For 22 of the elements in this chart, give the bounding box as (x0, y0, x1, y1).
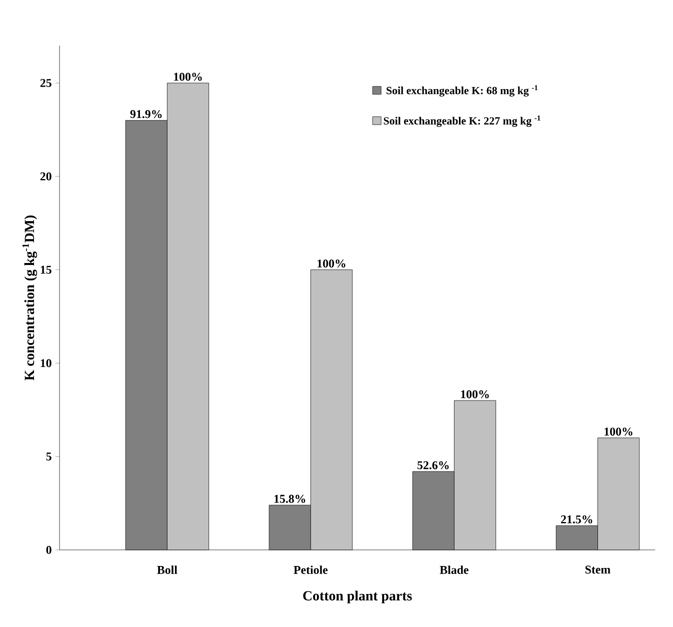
x-tick-label: Boll (157, 565, 178, 574)
x-tick-label: Petiole (294, 565, 328, 574)
annotation: 100% (174, 72, 202, 81)
y-tick-label: 5 (46, 452, 52, 460)
annotation: 91.9% (130, 110, 162, 118)
y-tick-label: 15 (40, 266, 52, 274)
y-tick-label: 0 (46, 546, 52, 554)
x-tick-label: Stem (585, 565, 610, 574)
y-tick-label: 10 (40, 358, 52, 368)
annotation: 100% (461, 390, 489, 398)
x-axis-title: Cotton plant parts (303, 590, 412, 604)
annotation: 15.8% (274, 494, 306, 503)
y-tick-label: 25 (40, 78, 52, 87)
annotation: 52.6% (418, 461, 449, 470)
annotation: 100% (318, 259, 346, 268)
y-axis-title: K concentration (g kg$^{-1}$DM) (22, 215, 38, 380)
annotation: 100% (604, 427, 632, 436)
x-tick-label: Blade (440, 565, 468, 574)
y-tick-label: 20 (40, 172, 52, 180)
legend-label: Soil exchangeable K: 227 mg kg $^{-1}$ (384, 115, 540, 127)
annotation: 21.5% (561, 515, 592, 524)
legend-label: Soil exchangeable K: 68 mg kg $^{-1}$ (386, 84, 538, 96)
